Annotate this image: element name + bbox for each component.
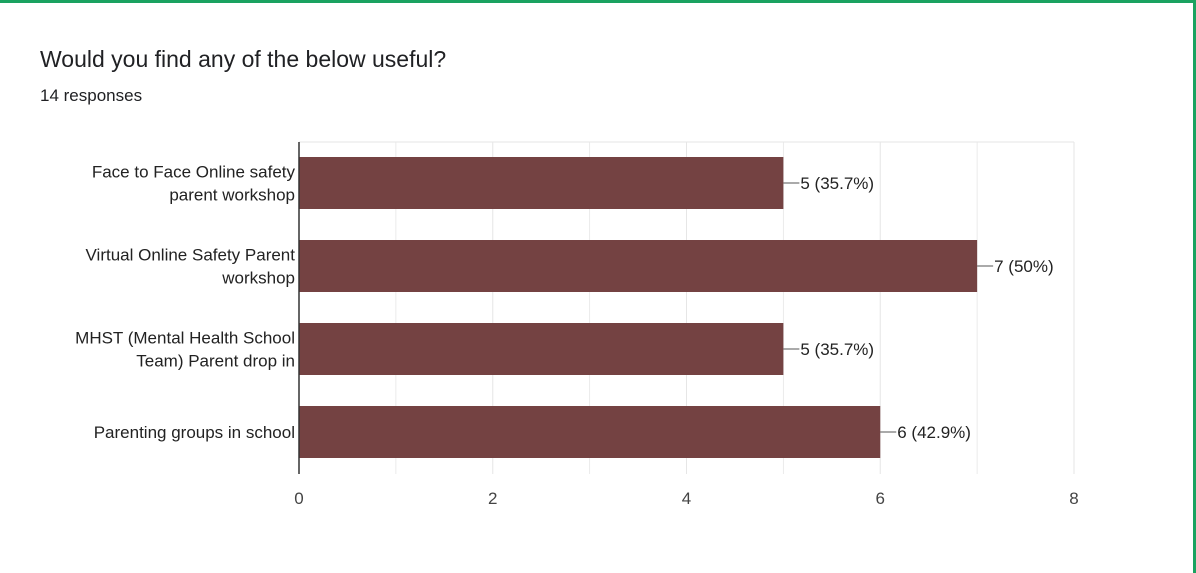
category-label: Virtual Online Safety Parent: [86, 246, 296, 265]
category-label: parent workshop: [169, 186, 295, 205]
category-label: Team) Parent drop in: [136, 352, 295, 371]
data-label: 5 (35.7%): [800, 174, 874, 193]
category-label: workshop: [221, 269, 295, 288]
bar: [299, 323, 784, 375]
question-title: Would you find any of the below useful?: [40, 46, 447, 72]
category-label: Parenting groups in school: [94, 423, 295, 442]
category-label: MHST (Mental Health School: [75, 329, 295, 348]
top-accent-bar: [0, 0, 1196, 3]
right-accent-bar: [1193, 0, 1196, 573]
x-tick-label: 2: [488, 489, 497, 508]
bar: [299, 240, 978, 292]
data-label: 5 (35.7%): [800, 340, 874, 359]
x-tick-label: 0: [294, 489, 303, 508]
x-tick-label: 6: [876, 489, 885, 508]
category-label: Face to Face Online safety: [92, 163, 296, 182]
data-label: 6 (42.9%): [897, 423, 971, 442]
x-tick-label: 8: [1069, 489, 1078, 508]
bar: [299, 157, 784, 209]
x-tick-label: 4: [682, 489, 691, 508]
bar: [299, 406, 881, 458]
response-count: 14 responses: [40, 86, 143, 105]
data-label: 7 (50%): [994, 257, 1054, 276]
